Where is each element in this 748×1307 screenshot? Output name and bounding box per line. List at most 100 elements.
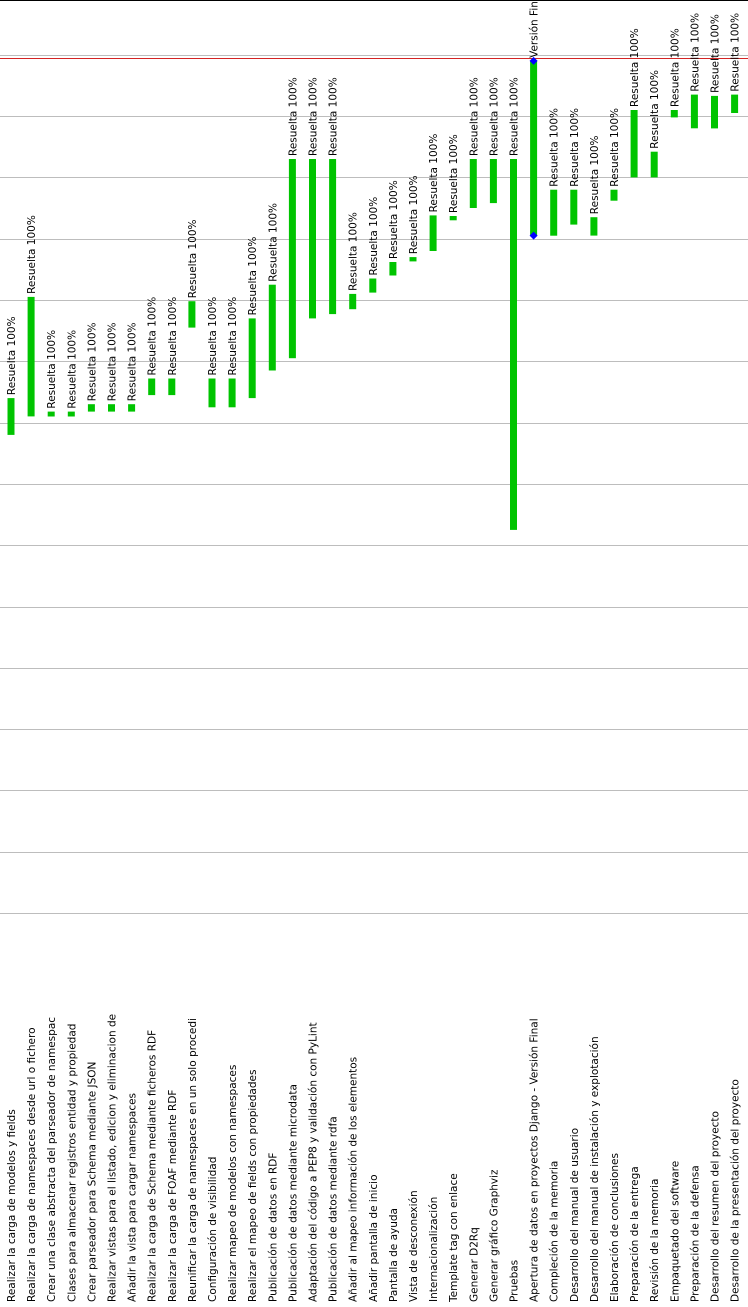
milestone-label: Versión Final — [529, 0, 541, 58]
task-bar[interactable] — [47, 411, 55, 417]
bar-status-label: Resuelta 100% — [46, 330, 58, 409]
task-name-label: Pruebas — [509, 1260, 521, 1302]
task-name-label: Publicación de datos mediante rdfa — [328, 1116, 340, 1302]
task-bar[interactable] — [27, 296, 35, 417]
milestone-end-diamond[interactable] — [529, 56, 538, 65]
task-bar[interactable] — [610, 189, 618, 201]
task-name-label: Añadir al mapeo información de los eleme… — [348, 1057, 360, 1302]
task-name-label: Clases para almacenar registros entidad … — [66, 1024, 78, 1302]
task-bar[interactable] — [108, 404, 115, 412]
task-bar[interactable] — [469, 159, 477, 208]
task-name-label: Realizar vistas para el listado, edicion… — [107, 1014, 119, 1302]
task-bar[interactable] — [489, 159, 497, 204]
task-bar[interactable] — [650, 151, 658, 178]
task-name-label: Compleción de la memoria — [549, 1161, 561, 1302]
task-bar[interactable] — [188, 301, 196, 328]
bar-status-label: Resuelta 100% — [730, 13, 742, 92]
bar-status-label: Resuelta 100% — [26, 215, 38, 294]
task-bar[interactable] — [67, 411, 75, 417]
task-bar[interactable] — [590, 217, 598, 236]
task-name-label: Añadir la vista para cargar namespaces — [127, 1093, 139, 1302]
task-bar[interactable] — [168, 378, 176, 396]
bar-status-label: Resuelta 100% — [689, 13, 701, 92]
bar-status-label: Resuelta 100% — [86, 322, 98, 401]
grid-layer — [0, 0, 748, 914]
task-name-label: Reunificar la carga de namespaces en un … — [187, 1018, 199, 1302]
task-bar[interactable] — [449, 216, 457, 221]
task-name-label: Elaboración de conclusiones — [609, 1153, 621, 1302]
task-bar[interactable] — [510, 159, 517, 530]
bar-status-label: Resuelta 100% — [348, 212, 360, 291]
task-bar[interactable] — [87, 404, 95, 412]
task-name-label: Internacionalización — [428, 1197, 440, 1302]
bar-status-label: Resuelta 100% — [227, 297, 239, 376]
bar-status-label: Resuelta 100% — [649, 70, 661, 149]
bar-status-label: Resuelta 100% — [468, 77, 480, 156]
task-bar[interactable] — [208, 378, 216, 408]
task-bar[interactable] — [288, 159, 296, 359]
task-bar[interactable] — [429, 215, 437, 251]
task-bar[interactable] — [128, 404, 136, 412]
milestone-start-diamond[interactable] — [529, 231, 538, 240]
task-bar[interactable] — [570, 189, 578, 225]
label-layer: Resuelta 100% Realizar la carga de modelo… — [6, 0, 742, 1303]
bar-status-label: Resuelta 100% — [388, 180, 400, 259]
bar-status-label: Resuelta 100% — [428, 134, 440, 213]
task-bar[interactable] — [369, 278, 377, 293]
bar-layer — [7, 56, 739, 530]
task-bar[interactable] — [309, 159, 316, 319]
task-bar[interactable] — [409, 257, 417, 262]
task-name-label: Desarrollo de la presentación del proyec… — [730, 1079, 742, 1302]
bar-status-label: Resuelta 100% — [569, 108, 581, 187]
bar-status-label: Resuelta 100% — [589, 135, 601, 214]
task-bar[interactable] — [349, 293, 357, 310]
bar-status-label: Resuelta 100% — [187, 219, 199, 298]
bar-status-label: Resuelta 100% — [609, 108, 621, 187]
bar-status-label: Resuelta 100% — [308, 77, 320, 156]
bar-status-label: Resuelta 100% — [167, 297, 179, 376]
task-name-label: Adaptación del código a PEP8 y validació… — [308, 1022, 320, 1302]
bar-status-label: Resuelta 100% — [66, 330, 78, 409]
task-name-label: Publicación de datos en RDF — [267, 1153, 279, 1302]
task-name-label: Generar D2Rq — [468, 1227, 480, 1302]
task-name-label: Realizar la carga de modelos y fields — [6, 1109, 18, 1302]
bar-status-label: Resuelta 100% — [509, 77, 521, 156]
task-bar[interactable] — [7, 398, 15, 435]
task-bar[interactable] — [248, 318, 256, 399]
task-bar[interactable] — [690, 94, 698, 129]
bar-status-label: Resuelta 100% — [267, 203, 279, 282]
task-bar[interactable] — [530, 60, 538, 236]
task-bar[interactable] — [550, 189, 558, 236]
task-bar[interactable] — [148, 378, 156, 396]
task-name-label: Generar gráfico Graphviz — [488, 1169, 500, 1302]
task-name-label: Publicación de datos mediante microdata — [287, 1084, 299, 1302]
task-bar[interactable] — [731, 94, 739, 113]
task-name-label: Vista de desconexión — [408, 1190, 420, 1302]
task-name-label: Añadir pantalla de inicio — [368, 1175, 380, 1303]
task-name-label: Desarrollo del manual de instalación y e… — [589, 1036, 601, 1302]
bar-status-label: Resuelta 100% — [247, 237, 259, 316]
task-name-label: Pantalla de ayuda — [388, 1208, 400, 1302]
task-bar[interactable] — [630, 110, 638, 178]
task-name-label: Template tag con enlace — [448, 1173, 460, 1303]
task-bar[interactable] — [389, 262, 397, 276]
task-bar[interactable] — [268, 284, 276, 371]
task-name-label: Desarrollo del manual de usuario — [569, 1128, 581, 1302]
task-name-label: Realizar la carga de Schema mediante fic… — [147, 1030, 159, 1302]
bar-status-label: Resuelta 100% — [6, 316, 18, 395]
bar-status-label: Resuelta 100% — [408, 175, 420, 254]
bar-status-label: Resuelta 100% — [488, 77, 500, 156]
task-bar[interactable] — [329, 159, 337, 315]
bar-status-label: Resuelta 100% — [368, 197, 380, 276]
task-name-label: Preparación de la entrega — [629, 1166, 641, 1302]
bar-status-label: Resuelta 100% — [287, 77, 299, 156]
task-name-label: Desarrollo del resumen del proyecto — [710, 1111, 722, 1302]
task-name-label: Empaquetado del software — [669, 1161, 681, 1302]
task-bar[interactable] — [670, 110, 678, 118]
task-name-label: Apertura de datos en proyectos Django - … — [529, 1018, 541, 1302]
task-name-label: Revisión de la memoria — [649, 1179, 661, 1302]
task-bar[interactable] — [228, 378, 236, 408]
task-name-label: Realizar el mapeo de fields con propieda… — [247, 1070, 259, 1302]
task-bar[interactable] — [711, 95, 718, 129]
